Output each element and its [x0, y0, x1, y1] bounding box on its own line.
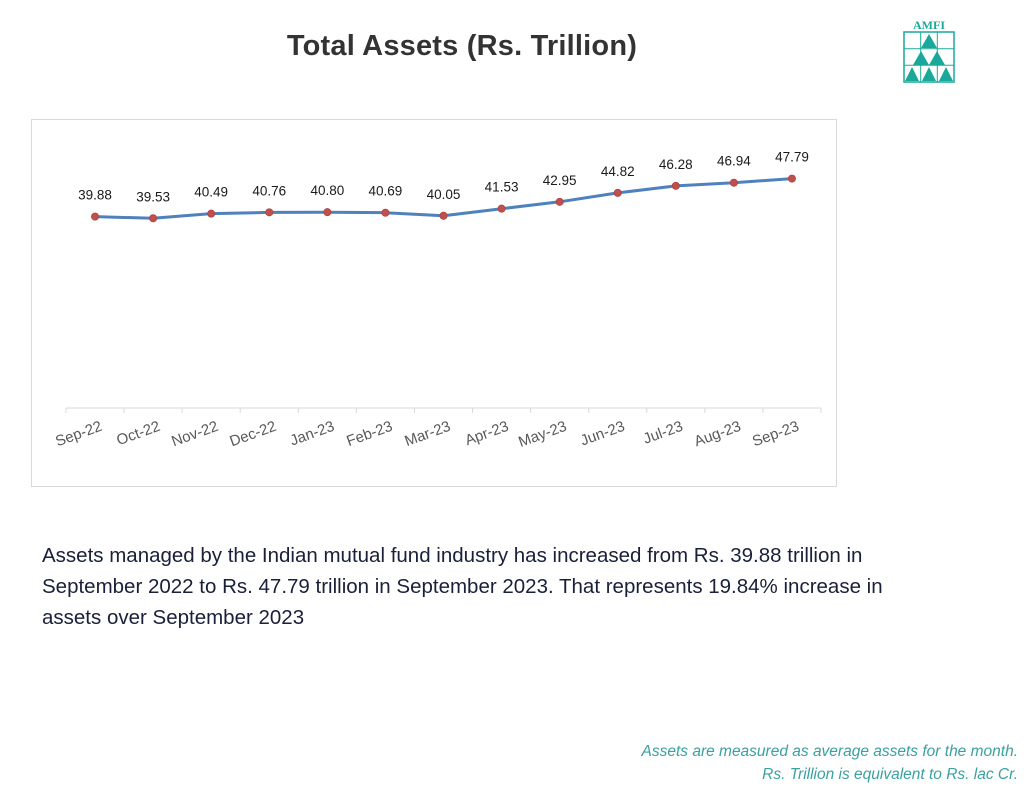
footnote-unit-equivalence: Rs. Trillion is equivalent to Rs. lac Cr…	[762, 766, 1018, 783]
data-label: 47.79	[775, 150, 809, 165]
data-label: 46.28	[659, 157, 693, 172]
x-tick-label: Sep-23	[750, 418, 801, 451]
data-point	[555, 197, 564, 206]
x-tick-label: Aug-23	[692, 418, 743, 451]
data-point	[729, 178, 738, 187]
data-label: 39.88	[78, 188, 112, 203]
logo-text: AMFI	[913, 18, 945, 32]
summary-text: Assets managed by the Indian mutual fund…	[42, 544, 883, 629]
data-point	[265, 208, 274, 217]
x-tick-label: Jan-23	[288, 418, 337, 450]
footnotes: Assets are measured as average assets fo…	[642, 740, 1019, 786]
data-label: 40.69	[369, 184, 403, 199]
footnote-average-assets: Assets are measured as average assets fo…	[641, 743, 1019, 760]
data-point	[207, 209, 216, 218]
x-tick-label: Sep-22	[53, 418, 104, 451]
x-tick-label: Mar-23	[402, 418, 452, 450]
data-label: 44.82	[601, 164, 635, 179]
data-label: 41.53	[485, 180, 519, 195]
x-tick-label: Jul-23	[641, 418, 685, 448]
data-point	[149, 214, 158, 223]
data-point	[613, 188, 622, 197]
data-label: 40.49	[194, 185, 228, 200]
data-point	[323, 208, 332, 217]
data-point	[497, 204, 506, 213]
data-point	[381, 208, 390, 217]
data-label: 40.76	[252, 183, 286, 198]
data-label: 40.05	[427, 187, 461, 202]
x-tick-label: Apr-23	[463, 418, 511, 449]
x-tick-label: Feb-23	[344, 418, 394, 450]
x-tick-label: Nov-22	[169, 418, 220, 451]
amfi-logo: AMFI	[903, 18, 955, 83]
line-chart: Sep-22 Oct-22 Nov-22 Dec-22 Jan-23 Feb-23 Mar-…	[53, 150, 822, 451]
data-label: 46.94	[717, 154, 751, 169]
x-tick-label: May-23	[516, 418, 569, 451]
x-tick-label: Oct-22	[114, 418, 162, 449]
data-point	[787, 174, 796, 183]
data-label: 42.95	[543, 173, 577, 188]
data-point	[439, 211, 448, 220]
x-tick-label: Jun-23	[578, 418, 627, 450]
data-point	[671, 181, 680, 190]
chart-area: Sep-22 Oct-22 Nov-22 Dec-22 Jan-23 Feb-23 Mar-…	[31, 119, 837, 487]
data-label: 39.53	[136, 189, 170, 204]
data-label: 40.80	[310, 183, 344, 198]
x-tick-label: Dec-22	[227, 418, 278, 451]
page-title: Total Assets (Rs. Trillion)	[286, 30, 638, 62]
data-point	[91, 212, 100, 221]
